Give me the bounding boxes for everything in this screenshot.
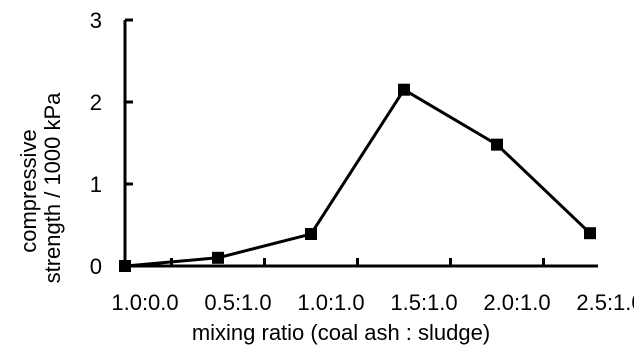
data-point: [305, 228, 317, 241]
y-tick-label: 2: [90, 90, 102, 115]
series-line: [124, 88, 592, 268]
y-axis-title-line-2: strength / 1000 kPa: [40, 92, 65, 284]
data-point: [119, 260, 131, 272]
x-tick-label: 1.5:1.0: [390, 290, 457, 315]
x-tick-label: 2.5:1.0: [576, 290, 634, 315]
x-tick-label: 2.0:1.0: [483, 290, 550, 315]
x-tick-label: 1.0:1.0: [297, 290, 364, 315]
data-point: [212, 251, 224, 264]
y-axis-title: compressive strength / 1000 kPa: [16, 92, 65, 284]
x-tick-label: 0.5:1.0: [204, 290, 271, 315]
y-tick-label: 3: [90, 8, 102, 33]
y-ticks: 0 1 2 3: [90, 8, 133, 279]
y-tick-label: 0: [90, 254, 102, 279]
x-axis-title: mixing ratio (coal ash : sludge): [192, 320, 490, 345]
x-ticks: 1.0:0.0 0.5:1.0 1.0:1.0 1.5:1.0 2.0:1.0 2.5:1…: [111, 258, 634, 315]
x-tick-label: 1.0:0.0: [111, 290, 178, 315]
data-point: [398, 83, 410, 96]
axes: [123, 20, 598, 268]
series-group: [119, 83, 596, 272]
data-point: [491, 138, 503, 151]
data-point: [584, 227, 596, 240]
y-axis-title-line-1: compressive: [16, 129, 41, 252]
y-tick-label: 1: [90, 172, 102, 197]
